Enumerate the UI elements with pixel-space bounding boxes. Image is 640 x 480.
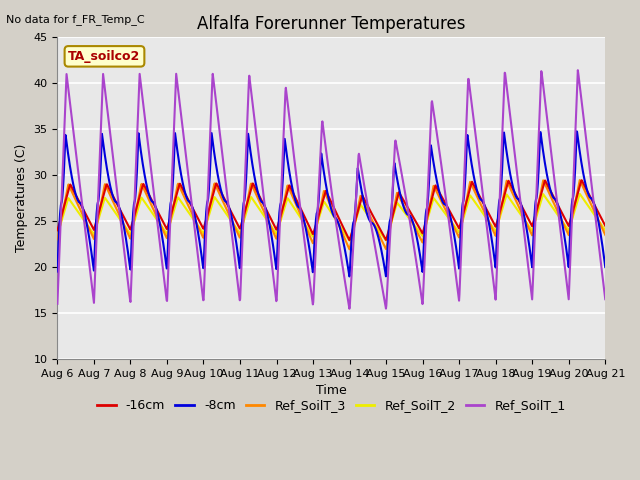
-8cm — [54, 269, 61, 275]
Legend: -16cm, -8cm, Ref_SoilT_3, Ref_SoilT_2, Ref_SoilT_1: -16cm, -8cm, Ref_SoilT_3, Ref_SoilT_2, R… — [92, 394, 571, 417]
Ref_SoilT_1 — [237, 287, 244, 293]
-8cm — [573, 129, 580, 134]
Ref_SoilT_3 — [175, 183, 183, 189]
-16cm — [237, 224, 244, 230]
-8cm — [602, 264, 609, 270]
Ref_SoilT_3 — [237, 233, 244, 239]
Line: Ref_SoilT_2: Ref_SoilT_2 — [58, 194, 605, 240]
Ref_SoilT_1 — [574, 67, 582, 73]
Ref_SoilT_1 — [54, 301, 61, 307]
-8cm — [417, 256, 424, 262]
Ref_SoilT_3 — [576, 177, 584, 183]
Ref_SoilT_2 — [537, 200, 545, 206]
Ref_SoilT_3 — [54, 237, 61, 242]
-16cm — [537, 193, 545, 199]
Text: No data for f_FR_Temp_C: No data for f_FR_Temp_C — [6, 14, 145, 25]
Ref_SoilT_2 — [576, 191, 584, 197]
Line: -16cm: -16cm — [58, 180, 605, 240]
Ref_SoilT_1 — [346, 306, 353, 312]
Ref_SoilT_2 — [54, 232, 61, 238]
Ref_SoilT_3 — [488, 226, 496, 231]
Ref_SoilT_2 — [175, 196, 183, 202]
Ref_SoilT_2 — [417, 230, 424, 236]
Line: -8cm: -8cm — [58, 132, 605, 276]
Y-axis label: Temperatures (C): Temperatures (C) — [15, 144, 28, 252]
Ref_SoilT_1 — [175, 96, 183, 102]
Line: Ref_SoilT_1: Ref_SoilT_1 — [58, 70, 605, 309]
Ref_SoilT_2 — [488, 224, 496, 229]
-16cm — [417, 227, 424, 233]
Ref_SoilT_1 — [488, 268, 496, 274]
-8cm — [175, 160, 183, 166]
-16cm — [488, 217, 496, 223]
Ref_SoilT_2 — [346, 238, 353, 243]
-8cm — [237, 253, 244, 259]
Ref_SoilT_3 — [162, 233, 170, 239]
Text: TA_soilco2: TA_soilco2 — [68, 50, 141, 63]
Line: Ref_SoilT_3: Ref_SoilT_3 — [58, 180, 605, 249]
-8cm — [162, 260, 170, 265]
-16cm — [346, 237, 353, 243]
Ref_SoilT_1 — [417, 288, 424, 294]
Ref_SoilT_1 — [162, 291, 170, 297]
-16cm — [162, 225, 170, 230]
-8cm — [346, 274, 353, 279]
-16cm — [175, 182, 183, 188]
Ref_SoilT_1 — [537, 87, 545, 93]
-16cm — [578, 177, 586, 183]
-16cm — [602, 223, 609, 228]
-16cm — [54, 228, 61, 233]
-8cm — [537, 129, 545, 135]
Ref_SoilT_2 — [162, 229, 170, 235]
Ref_SoilT_3 — [537, 191, 545, 196]
Ref_SoilT_3 — [417, 236, 424, 241]
Title: Alfalfa Forerunner Temperatures: Alfalfa Forerunner Temperatures — [197, 15, 465, 33]
Ref_SoilT_3 — [346, 246, 353, 252]
Ref_SoilT_2 — [237, 229, 244, 235]
Ref_SoilT_1 — [602, 296, 609, 302]
Ref_SoilT_2 — [602, 228, 609, 233]
-8cm — [488, 240, 496, 245]
X-axis label: Time: Time — [316, 384, 347, 397]
Ref_SoilT_3 — [602, 232, 609, 238]
